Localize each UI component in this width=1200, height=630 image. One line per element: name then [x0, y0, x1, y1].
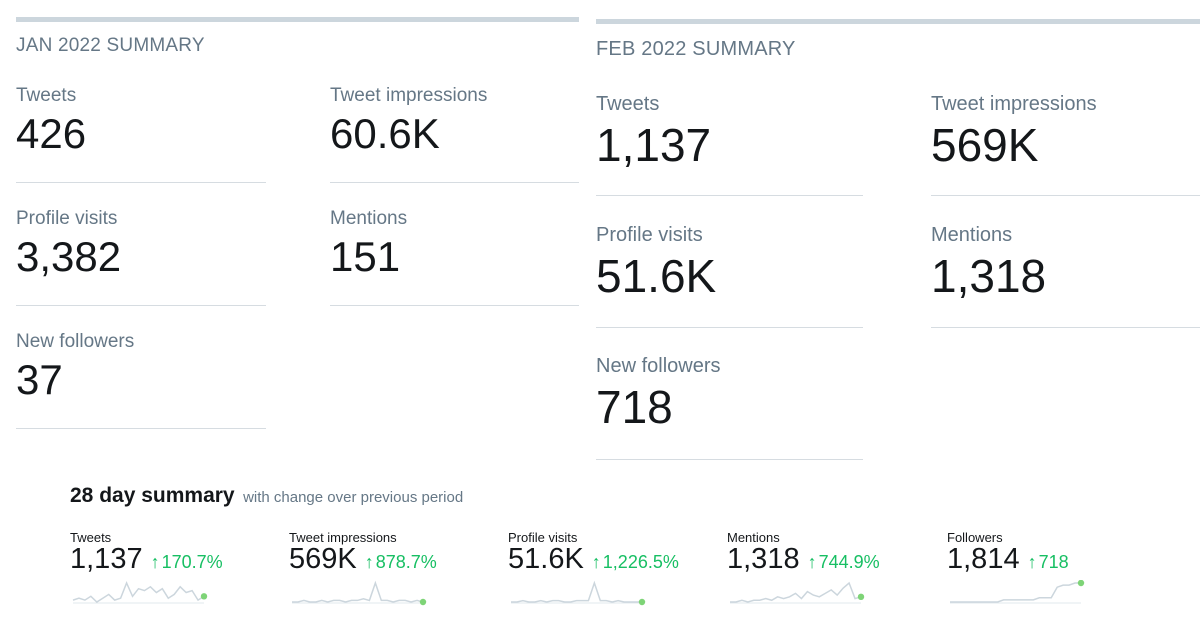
stat-profile-visits: Profile visits 3,382 — [16, 208, 266, 322]
stat-value: 37 — [16, 356, 63, 403]
divider — [330, 182, 579, 183]
divider — [596, 459, 863, 460]
metric-value-row: 1,814 ↑ 718 — [947, 545, 1157, 574]
stat-label: Tweets — [596, 93, 660, 115]
stat-new-followers: New followers 37 — [16, 331, 266, 445]
metric-value-row: 51.6K ↑ 1,226.5% — [508, 545, 718, 574]
summary-title: 28 day summary — [70, 484, 235, 507]
metric-label: Followers — [947, 530, 1003, 545]
up-arrow-icon: ↑ — [1027, 552, 1037, 572]
feb-summary-panel: FEB 2022 SUMMARY Tweets 1,137 Tweet impr… — [596, 19, 1200, 469]
metric-value-row: 569K ↑ 878.7% — [289, 545, 499, 574]
stat-tweet-impressions: Tweet impressions 60.6K — [330, 85, 580, 199]
stat-value: 718 — [596, 381, 673, 433]
sparkline-endpoint — [857, 593, 865, 601]
panel-top-bar — [596, 19, 1200, 24]
sparkline-path — [950, 582, 1081, 603]
stat-label: New followers — [16, 331, 135, 352]
up-arrow-icon: ↑ — [807, 552, 817, 572]
stat-new-followers: New followers 718 — [596, 355, 720, 430]
stat-label: Tweet impressions — [931, 93, 1097, 115]
stat-mentions: Mentions 1,318 — [931, 224, 1046, 299]
divider — [931, 195, 1200, 196]
up-arrow-icon: ↑ — [591, 552, 601, 572]
metric-value: 1,137 — [70, 543, 143, 575]
stat-label: Tweet impressions — [330, 85, 488, 106]
sparkline — [72, 581, 208, 604]
sparkline-path — [292, 580, 424, 603]
divider — [16, 182, 266, 183]
metric-change: 170.7% — [161, 552, 223, 572]
divider — [16, 428, 266, 429]
stat-value: 3,382 — [16, 233, 122, 280]
stat-label: Mentions — [931, 224, 1013, 246]
stat-value: 151 — [330, 233, 401, 280]
metric-value-row: 1,137 ↑ 170.7% — [70, 545, 280, 574]
stat-value: 51.6K — [596, 250, 717, 302]
metric-change: 1,226.5% — [602, 552, 679, 572]
stat-value: 569K — [931, 119, 1039, 171]
sparkline — [292, 580, 427, 606]
stat-tweets: Tweets 1,137 — [596, 93, 711, 168]
sparkline-endpoint — [200, 593, 208, 600]
metric-change: 878.7% — [375, 552, 437, 572]
sparkline — [950, 580, 1085, 604]
stat-label: Profile visits — [596, 224, 703, 246]
sparkline-endpoint — [1077, 580, 1085, 587]
metric-mentions: Mentions 1,318 ↑ 744.9% — [727, 530, 937, 620]
divider — [330, 305, 579, 306]
metric-change: 744.9% — [818, 552, 880, 572]
stat-value: 1,318 — [931, 250, 1047, 302]
metric-value: 1,318 — [727, 543, 800, 575]
stat-value: 1,137 — [596, 119, 712, 171]
sparkline-path — [511, 580, 642, 603]
28-day-summary: 28 day summary with change over previous… — [70, 484, 1170, 624]
stat-mentions: Mentions 151 — [330, 208, 580, 322]
metric-value: 51.6K — [508, 543, 584, 575]
sparkline-endpoint — [419, 598, 427, 606]
stat-tweet-impressions: Tweet impressions 569K — [931, 93, 1097, 168]
stat-label: Mentions — [330, 208, 408, 229]
sparkline-path — [730, 581, 862, 603]
divider — [931, 327, 1200, 328]
stat-label: Profile visits — [16, 208, 118, 229]
sparkline — [511, 580, 646, 606]
divider — [16, 305, 266, 306]
panel-title: JAN 2022 SUMMARY — [16, 35, 205, 56]
sparkline-path — [72, 581, 205, 603]
metric-label: Profile visits — [508, 530, 578, 545]
metric-change: 718 — [1038, 552, 1069, 572]
metric-label: Tweet impressions — [289, 530, 397, 545]
stat-profile-visits: Profile visits 51.6K — [596, 224, 716, 299]
metric-profile-visits: Profile visits 51.6K ↑ 1,226.5% — [508, 530, 718, 620]
jan-summary-panel: JAN 2022 SUMMARY Tweets 426 Tweet impres… — [16, 17, 579, 437]
stat-value: 426 — [16, 110, 87, 157]
divider — [596, 195, 863, 196]
metric-value: 1,814 — [947, 543, 1020, 575]
stat-value: 60.6K — [330, 110, 440, 157]
metric-tweets: Tweets 1,137 ↑ 170.7% — [70, 530, 280, 620]
divider — [596, 327, 863, 328]
metric-tweet-impressions: Tweet impressions 569K ↑ 878.7% — [289, 530, 499, 620]
metric-value: 569K — [289, 543, 357, 575]
sparkline-endpoint — [638, 598, 646, 606]
stat-label: New followers — [596, 355, 721, 377]
up-arrow-icon: ↑ — [364, 552, 374, 572]
summary-header: 28 day summary with change over previous… — [70, 484, 463, 508]
stat-tweets: Tweets 426 — [16, 85, 266, 199]
metric-label: Mentions — [727, 530, 780, 545]
stat-label: Tweets — [16, 85, 77, 106]
metric-label: Tweets — [70, 530, 112, 545]
panel-title: FEB 2022 SUMMARY — [596, 38, 796, 60]
metric-followers: Followers 1,814 ↑ 718 — [947, 530, 1157, 620]
panel-top-bar — [16, 17, 579, 22]
metric-value-row: 1,318 ↑ 744.9% — [727, 545, 937, 574]
summary-subtitle: with change over previous period — [243, 489, 464, 506]
sparkline — [730, 581, 865, 604]
up-arrow-icon: ↑ — [150, 552, 160, 572]
